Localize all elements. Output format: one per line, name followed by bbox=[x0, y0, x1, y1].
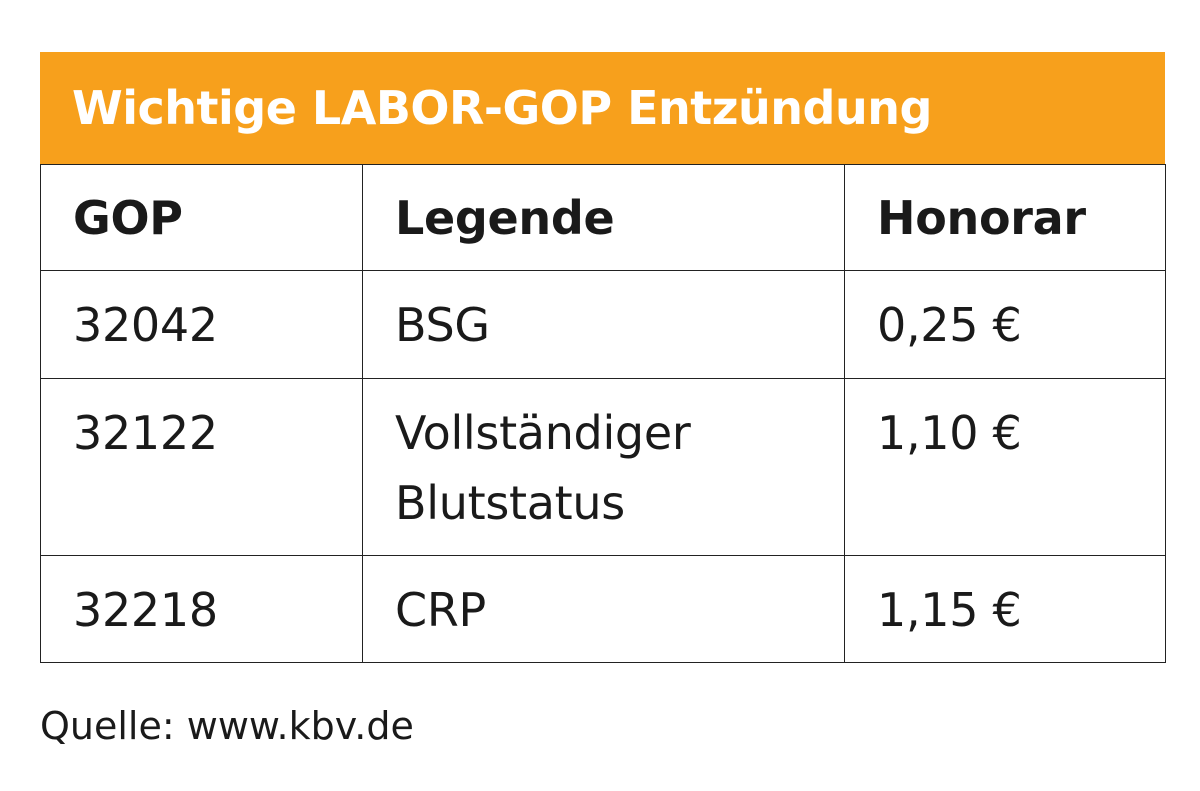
legende-line: Blutstatus bbox=[395, 476, 625, 530]
table-row: 32122 Vollständiger Blutstatus 1,10 € bbox=[40, 378, 1166, 556]
legende-line: Vollständiger bbox=[395, 406, 691, 460]
cell-gop: 32042 bbox=[40, 270, 363, 379]
cell-gop: 32218 bbox=[40, 555, 363, 663]
lab-gop-table: Wichtige LABOR-GOP Entzündung GOP Legend… bbox=[40, 52, 1166, 663]
cell-legende: BSG bbox=[362, 270, 845, 379]
column-header-gop: GOP bbox=[40, 164, 363, 271]
legende-line: CRP bbox=[395, 583, 486, 637]
column-header-honorar: Honorar bbox=[844, 164, 1166, 271]
table-row: 32218 CRP 1,15 € bbox=[40, 555, 1166, 663]
gop-grid: GOP Legende Honorar 32042 BSG 0,25 € 321… bbox=[40, 164, 1166, 663]
legende-line: BSG bbox=[395, 298, 490, 352]
cell-honorar: 1,10 € bbox=[844, 378, 1166, 556]
column-header-legende: Legende bbox=[362, 164, 845, 271]
table-title: Wichtige LABOR-GOP Entzündung bbox=[40, 52, 1165, 164]
table-header-row: GOP Legende Honorar bbox=[40, 164, 1166, 271]
cell-honorar: 1,15 € bbox=[844, 555, 1166, 663]
cell-legende: Vollständiger Blutstatus bbox=[362, 378, 845, 556]
cell-gop: 32122 bbox=[40, 378, 363, 556]
cell-legende: CRP bbox=[362, 555, 845, 663]
source-note: Quelle: www.kbv.de bbox=[40, 704, 414, 748]
cell-honorar: 0,25 € bbox=[844, 270, 1166, 379]
table-row: 32042 BSG 0,25 € bbox=[40, 270, 1166, 379]
